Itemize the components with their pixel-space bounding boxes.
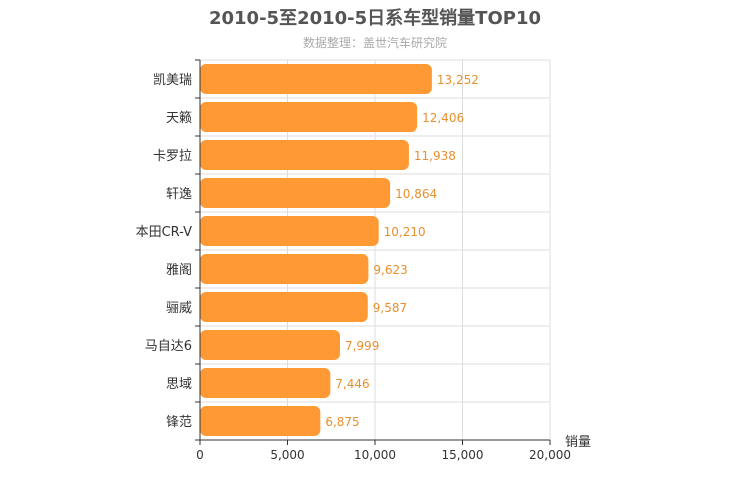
bar-value-label: 6,875 [325, 415, 359, 429]
bar [200, 216, 379, 246]
bar [200, 64, 432, 94]
bar-value-label: 10,864 [395, 187, 437, 201]
bar-value-label: 9,623 [373, 263, 407, 277]
bar-value-label: 7,446 [335, 377, 369, 391]
x-tick-label: 5,000 [270, 448, 304, 462]
bar [200, 330, 340, 360]
chart-subtitle: 数据整理：盖世汽车研究院 [303, 35, 447, 50]
category-label: 天籁 [166, 111, 192, 126]
category-label: 思域 [166, 377, 192, 392]
x-tick-label: 0 [196, 448, 204, 462]
bar [200, 140, 409, 170]
grid-lines [200, 59, 551, 441]
bar-value-label: 9,587 [373, 301, 407, 315]
bar-value-label: 12,406 [422, 111, 464, 125]
bars: 13,252 12,406 11,938 10,864 10,210 9,623 9,587… [200, 64, 479, 436]
category-label: 锋范 [166, 415, 192, 430]
bar-value-label: 13,252 [437, 73, 479, 87]
category-label: 本田CR-V [136, 225, 193, 240]
category-label: 骊威 [166, 301, 192, 316]
bar [200, 178, 391, 208]
category-label: 凯美瑞 [153, 73, 192, 88]
chart-title: 2010-5至2010-5日系车型销量TOP10 [209, 7, 541, 29]
x-tick-label: 15,000 [442, 448, 484, 462]
bar-value-label: 7,999 [345, 339, 379, 353]
bar [200, 292, 368, 322]
bar [200, 368, 331, 398]
category-label: 轩逸 [166, 187, 192, 202]
bar [200, 406, 321, 436]
category-label: 马自达6 [145, 339, 192, 354]
category-label: 卡罗拉 [153, 149, 192, 164]
category-label: 雅阁 [166, 263, 192, 278]
bar [200, 102, 418, 132]
x-tick-label: 20,000 [529, 448, 571, 462]
bar-value-label: 10,210 [384, 225, 426, 239]
bar [200, 254, 369, 284]
x-tick-label: 10,000 [354, 448, 396, 462]
x-axis-name: 销量 [565, 435, 591, 450]
bar-value-label: 11,938 [414, 149, 456, 163]
